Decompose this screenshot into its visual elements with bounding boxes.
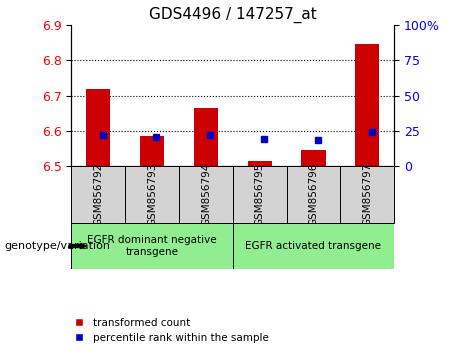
Text: GSM856797: GSM856797 <box>362 163 372 227</box>
Text: GSM856796: GSM856796 <box>308 163 319 227</box>
Bar <box>355 44 379 166</box>
Bar <box>71 166 125 223</box>
Title: GDS4496 / 147257_at: GDS4496 / 147257_at <box>149 7 317 23</box>
Text: GSM856794: GSM856794 <box>201 163 211 227</box>
Bar <box>287 166 340 223</box>
Bar <box>179 166 233 223</box>
Bar <box>340 166 394 223</box>
Bar <box>248 161 272 166</box>
Text: genotype/variation: genotype/variation <box>5 241 111 251</box>
Bar <box>86 88 111 166</box>
Legend: transformed count, percentile rank within the sample: transformed count, percentile rank withi… <box>65 313 273 347</box>
Bar <box>194 108 218 166</box>
Text: EGFR dominant negative
transgene: EGFR dominant negative transgene <box>87 235 217 257</box>
Bar <box>301 150 325 166</box>
Text: GSM856795: GSM856795 <box>254 163 265 227</box>
Text: GSM856793: GSM856793 <box>147 163 157 227</box>
Text: GSM856792: GSM856792 <box>93 163 103 227</box>
Text: EGFR activated transgene: EGFR activated transgene <box>245 241 382 251</box>
Bar <box>71 223 233 269</box>
Bar <box>233 166 287 223</box>
Bar <box>140 136 164 166</box>
Bar <box>233 223 394 269</box>
Bar <box>125 166 179 223</box>
